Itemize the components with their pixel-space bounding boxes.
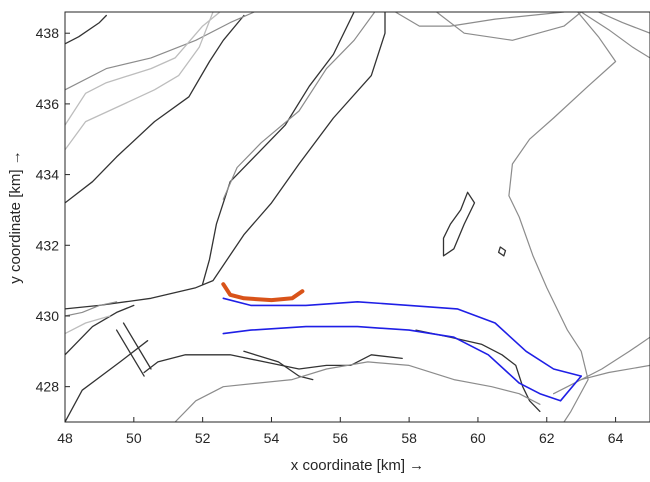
dark-contour-line-8 xyxy=(243,350,314,381)
x-tick-label-58: 58 xyxy=(401,430,417,446)
light-contour-line-2 xyxy=(65,12,214,151)
mid-contour-line-7 xyxy=(580,12,650,59)
y-tick-label-434: 434 xyxy=(36,167,60,183)
dark-contour-line-9 xyxy=(415,329,541,413)
y-tick-label-430: 430 xyxy=(36,308,60,324)
plot-frame xyxy=(64,11,650,423)
y-tick-label-438: 438 xyxy=(36,25,60,41)
dark-contour-line-11 xyxy=(497,246,507,257)
y-tick-label-428: 428 xyxy=(36,379,60,395)
dark-contour-line-6 xyxy=(65,340,149,422)
dark-contour-line-2 xyxy=(65,14,245,204)
dark-contour-line-12 xyxy=(122,322,152,370)
dark-contour-line-4 xyxy=(201,12,355,285)
x-tick-label-48: 48 xyxy=(57,430,73,446)
y-axis-label: y coordinate [km] → xyxy=(7,150,24,283)
channel-line-2 xyxy=(222,325,583,402)
mid-contour-line-6 xyxy=(436,12,582,41)
dark-contour-line-1 xyxy=(65,14,107,45)
mid-contour-line-3 xyxy=(222,12,376,200)
mid-contour-line-10 xyxy=(552,336,650,395)
mid-contour-line-9 xyxy=(508,12,617,422)
light-contour-line-1 xyxy=(65,12,221,126)
x-tick-label-60: 60 xyxy=(470,430,486,446)
light-contour-line-3 xyxy=(65,315,111,335)
mid-contour-line-11 xyxy=(580,364,650,381)
dark-contour-line-13 xyxy=(115,329,145,377)
x-axis-label: x coordinate [km] → xyxy=(291,457,424,474)
mid-contour-line-1 xyxy=(65,12,255,91)
dark-contour-line-3 xyxy=(65,12,386,310)
y-tick-label-432: 432 xyxy=(36,237,60,253)
y-tick-label-436: 436 xyxy=(36,96,60,112)
y-axis-ticks: 428 430 432 434 436 438 xyxy=(36,25,70,395)
x-tick-label-52: 52 xyxy=(195,430,211,446)
x-tick-label-50: 50 xyxy=(126,430,142,446)
x-tick-label-62: 62 xyxy=(539,430,555,446)
dark-contour-line-10 xyxy=(442,191,476,257)
dike-line-1 xyxy=(221,282,305,303)
x-tick-label-54: 54 xyxy=(264,430,280,446)
map-layers xyxy=(65,12,650,422)
x-axis-ticks: 48 50 52 54 56 58 60 62 64 xyxy=(57,417,624,446)
mid-contour-line-4 xyxy=(174,361,541,422)
x-tick-label-64: 64 xyxy=(608,430,624,446)
dark-contour-line-7 xyxy=(143,354,403,374)
mid-contour-line-2 xyxy=(65,301,118,317)
x-tick-label-56: 56 xyxy=(333,430,349,446)
dark-contour-line-5 xyxy=(65,304,135,356)
channel-line-1 xyxy=(222,297,583,377)
mid-contour-line-8 xyxy=(597,12,650,34)
mid-contour-line-5 xyxy=(394,12,565,27)
